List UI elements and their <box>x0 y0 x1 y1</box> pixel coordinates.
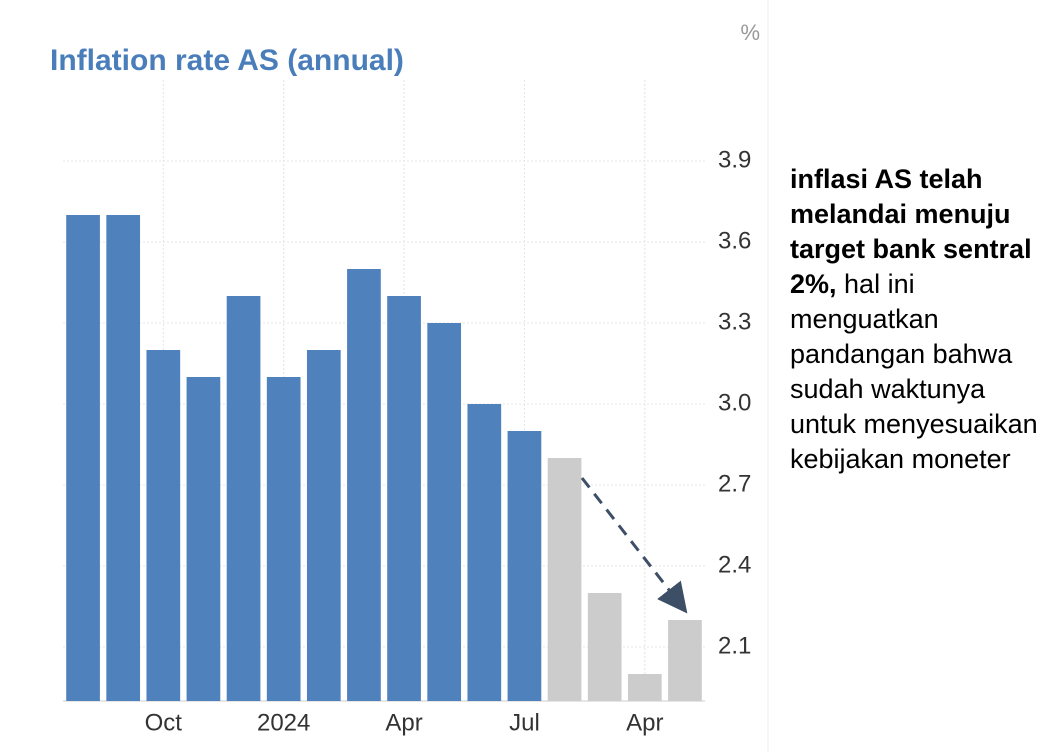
bar <box>467 404 502 701</box>
x-tick-label: Oct <box>145 709 183 736</box>
y-tick-label: 2.1 <box>718 632 751 659</box>
bar <box>547 458 582 701</box>
annotation-text: hal ini menguatkan pandangan bahwa sudah… <box>790 269 1038 474</box>
bar <box>226 296 261 701</box>
bar <box>668 620 702 701</box>
x-tick-label: Jul <box>509 709 540 736</box>
bar <box>306 350 341 701</box>
trend-arrow <box>580 477 688 614</box>
y-tick-label: 2.4 <box>718 551 751 578</box>
annotation: inflasi AS telah melandai menuju target … <box>790 162 1055 477</box>
bar <box>347 269 381 701</box>
bar <box>186 377 221 701</box>
x-tick-label: Apr <box>385 709 422 736</box>
chart: Inflation rate AS (annual) % 2.1 2.4 2.7 3.… <box>50 0 769 752</box>
annotation-bold: inflasi AS telah melandai menuju target … <box>790 164 1032 299</box>
bar <box>627 674 662 701</box>
bar <box>427 323 462 701</box>
bar <box>66 215 100 701</box>
y-tick-label: 3.6 <box>718 227 751 254</box>
bar <box>387 296 421 701</box>
y-tick-label: 2.7 <box>718 470 751 497</box>
y-tick-label: 3.3 <box>718 308 751 335</box>
y-tick-label: 3.9 <box>718 146 751 173</box>
x-tick-label: Apr <box>626 709 663 736</box>
unit-label: % <box>740 20 760 45</box>
bar <box>507 431 542 701</box>
y-tick-label: 3.0 <box>718 389 751 416</box>
chart-title: Inflation rate AS (annual) <box>50 44 404 77</box>
bar <box>106 215 141 701</box>
bar <box>146 350 181 701</box>
bar <box>266 377 301 701</box>
x-tick-label: 2024 <box>257 709 310 736</box>
bar <box>587 593 622 701</box>
